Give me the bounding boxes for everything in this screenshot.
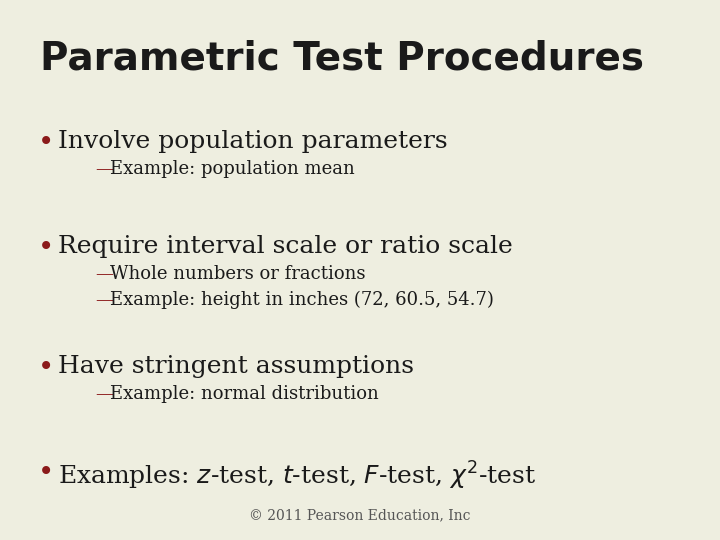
Text: —: — bbox=[95, 265, 113, 283]
Text: Example: population mean: Example: population mean bbox=[110, 160, 355, 178]
Text: Involve population parameters: Involve population parameters bbox=[58, 130, 448, 153]
Text: —: — bbox=[95, 291, 113, 309]
Text: •: • bbox=[38, 130, 54, 157]
Text: •: • bbox=[38, 355, 54, 382]
Text: Require interval scale or ratio scale: Require interval scale or ratio scale bbox=[58, 235, 513, 258]
Text: •: • bbox=[38, 460, 54, 487]
Text: Examples: $z$-test, $t$-test, $F$-test, $\chi^2$-test: Examples: $z$-test, $t$-test, $F$-test, … bbox=[58, 460, 536, 492]
Text: •: • bbox=[38, 235, 54, 262]
Text: Have stringent assumptions: Have stringent assumptions bbox=[58, 355, 414, 378]
Text: Whole numbers or fractions: Whole numbers or fractions bbox=[110, 265, 366, 283]
Text: Example: normal distribution: Example: normal distribution bbox=[110, 385, 379, 403]
Text: —: — bbox=[95, 385, 113, 403]
Text: Example: height in inches (72, 60.5, 54.7): Example: height in inches (72, 60.5, 54.… bbox=[110, 291, 494, 309]
Text: —: — bbox=[95, 160, 113, 178]
Text: Parametric Test Procedures: Parametric Test Procedures bbox=[40, 40, 644, 78]
Text: © 2011 Pearson Education, Inc: © 2011 Pearson Education, Inc bbox=[249, 508, 471, 522]
